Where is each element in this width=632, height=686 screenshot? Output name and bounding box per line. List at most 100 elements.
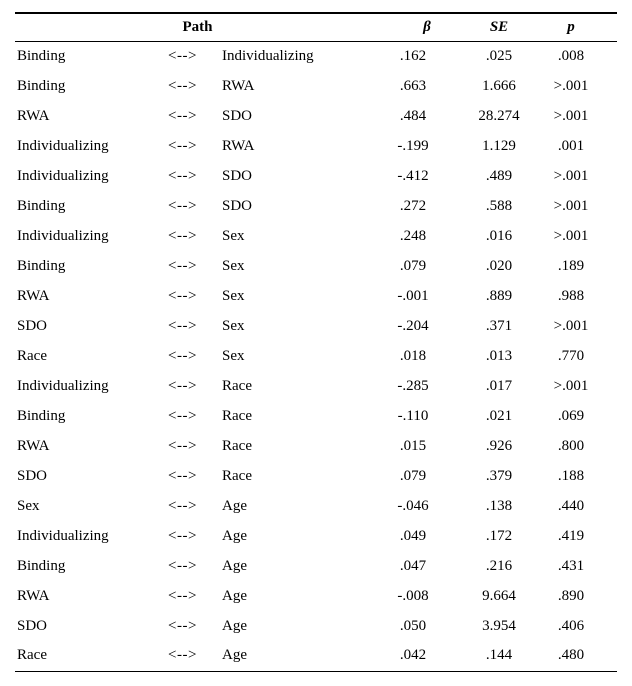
path-variable-left: Binding (17, 407, 66, 424)
p-value: .419 (557, 527, 585, 544)
beta-value: .484 (399, 107, 427, 124)
table-row: SDO <--> Race .079 .379 .188 (15, 461, 617, 491)
p-value: .440 (557, 497, 585, 514)
p-value: .988 (557, 287, 585, 304)
beta-value: .162 (399, 47, 427, 64)
se-value: .489 (485, 167, 513, 184)
path-variable-left: Individualizing (17, 137, 109, 154)
se-value: 9.664 (482, 587, 516, 604)
table-row: Individualizing <--> RWA -.199 1.129 .00… (15, 131, 617, 161)
se-value: 28.274 (478, 107, 520, 124)
table-row: Binding <--> Age .047 .216 .431 (15, 551, 617, 581)
path-variable-right: Age (222, 527, 247, 544)
path-variable-left: RWA (17, 107, 50, 124)
header-row: Path β SE p (15, 13, 617, 42)
bidirectional-arrow: <--> (168, 497, 197, 514)
p-value: .188 (557, 467, 585, 484)
p-value: .069 (557, 407, 585, 424)
p-value: .189 (557, 257, 585, 274)
path-variable-left: Race (17, 347, 47, 364)
se-value: .020 (485, 257, 513, 274)
path-variable-right: Race (222, 437, 252, 454)
document-page: Path β SE p Binding <--> Individualizing… (15, 12, 617, 672)
se-value: .216 (485, 557, 513, 574)
path-variable-left: SDO (17, 617, 48, 634)
bidirectional-arrow: <--> (168, 467, 197, 484)
path-variable-left: Individualizing (17, 377, 109, 394)
path-variable-right: Age (222, 647, 247, 664)
bidirectional-arrow: <--> (168, 617, 197, 634)
path-variable-right: Sex (222, 317, 245, 334)
table-row: Binding <--> Sex .079 .020 .189 (15, 251, 617, 281)
path-variable-right: Age (222, 617, 247, 634)
path-variable-left: Individualizing (17, 227, 109, 244)
table-row: Race <--> Sex .018 .013 .770 (15, 341, 617, 371)
bidirectional-arrow: <--> (168, 527, 197, 544)
table-row: SDO <--> Sex -.204 .371 >.001 (15, 311, 617, 341)
p-value: >.001 (553, 227, 589, 244)
path-variable-right: Age (222, 497, 247, 514)
p-value: >.001 (553, 77, 589, 94)
path-variable-left: SDO (17, 467, 48, 484)
path-variable-right: Race (222, 377, 252, 394)
table-row: RWA <--> Sex -.001 .889 .988 (15, 281, 617, 311)
bidirectional-arrow: <--> (168, 227, 197, 244)
path-variable-left: Binding (17, 557, 66, 574)
se-value: .016 (485, 227, 513, 244)
path-variable-right: Race (222, 467, 252, 484)
beta-value: .042 (399, 647, 427, 664)
se-value: .025 (485, 47, 513, 64)
se-value: .926 (485, 437, 513, 454)
beta-value: -.001 (397, 287, 429, 304)
table-row: Race <--> Age .042 .144 .480 (15, 641, 617, 671)
beta-value: -.285 (397, 377, 429, 394)
path-variable-right: Age (222, 557, 247, 574)
path-variable-right: Sex (222, 227, 245, 244)
beta-value: .015 (399, 437, 427, 454)
bidirectional-arrow: <--> (168, 47, 197, 64)
column-header-p: p (552, 13, 617, 42)
table-row: SDO <--> Age .050 3.954 .406 (15, 611, 617, 641)
beta-value: -.412 (397, 167, 429, 184)
path-variable-left: RWA (17, 587, 50, 604)
path-variable-right: Age (222, 587, 247, 604)
table-row: Binding <--> Race -.110 .021 .069 (15, 401, 617, 431)
column-header-path: Path (15, 13, 380, 42)
table-row: Individualizing <--> Race -.285 .017 >.0… (15, 371, 617, 401)
table-row: Binding <--> Individualizing .162 .025 .… (15, 41, 617, 71)
p-value: >.001 (553, 317, 589, 334)
se-value: .013 (485, 347, 513, 364)
bidirectional-arrow: <--> (168, 287, 197, 304)
path-variable-right: Sex (222, 347, 245, 364)
se-value: 1.666 (482, 77, 516, 94)
beta-value: .272 (399, 197, 427, 214)
p-value: >.001 (553, 377, 589, 394)
se-value: .371 (485, 317, 513, 334)
bidirectional-arrow: <--> (168, 377, 197, 394)
se-value: .588 (485, 197, 513, 214)
se-value: .138 (485, 497, 513, 514)
p-value: .770 (557, 347, 585, 364)
se-value: 3.954 (482, 617, 516, 634)
p-value: .800 (557, 437, 585, 454)
table-row: Individualizing <--> Sex .248 .016 >.001 (15, 221, 617, 251)
path-variable-left: Individualizing (17, 167, 109, 184)
bidirectional-arrow: <--> (168, 407, 197, 424)
path-variable-left: Binding (17, 197, 66, 214)
beta-value: .079 (399, 467, 427, 484)
beta-value: .079 (399, 257, 427, 274)
column-header-beta: β (380, 13, 446, 42)
beta-value: .663 (399, 77, 427, 94)
table-row: Individualizing <--> SDO -.412 .489 >.00… (15, 161, 617, 191)
table-row: RWA <--> Race .015 .926 .800 (15, 431, 617, 461)
se-value: .144 (485, 647, 513, 664)
path-variable-right: RWA (222, 137, 255, 154)
beta-value: .018 (399, 347, 427, 364)
se-value: .379 (485, 467, 513, 484)
path-variable-right: Race (222, 407, 252, 424)
bidirectional-arrow: <--> (168, 317, 197, 334)
path-variable-left: Binding (17, 257, 66, 274)
p-value: >.001 (553, 197, 589, 214)
p-value: .890 (557, 587, 585, 604)
table-row: RWA <--> Age -.008 9.664 .890 (15, 581, 617, 611)
